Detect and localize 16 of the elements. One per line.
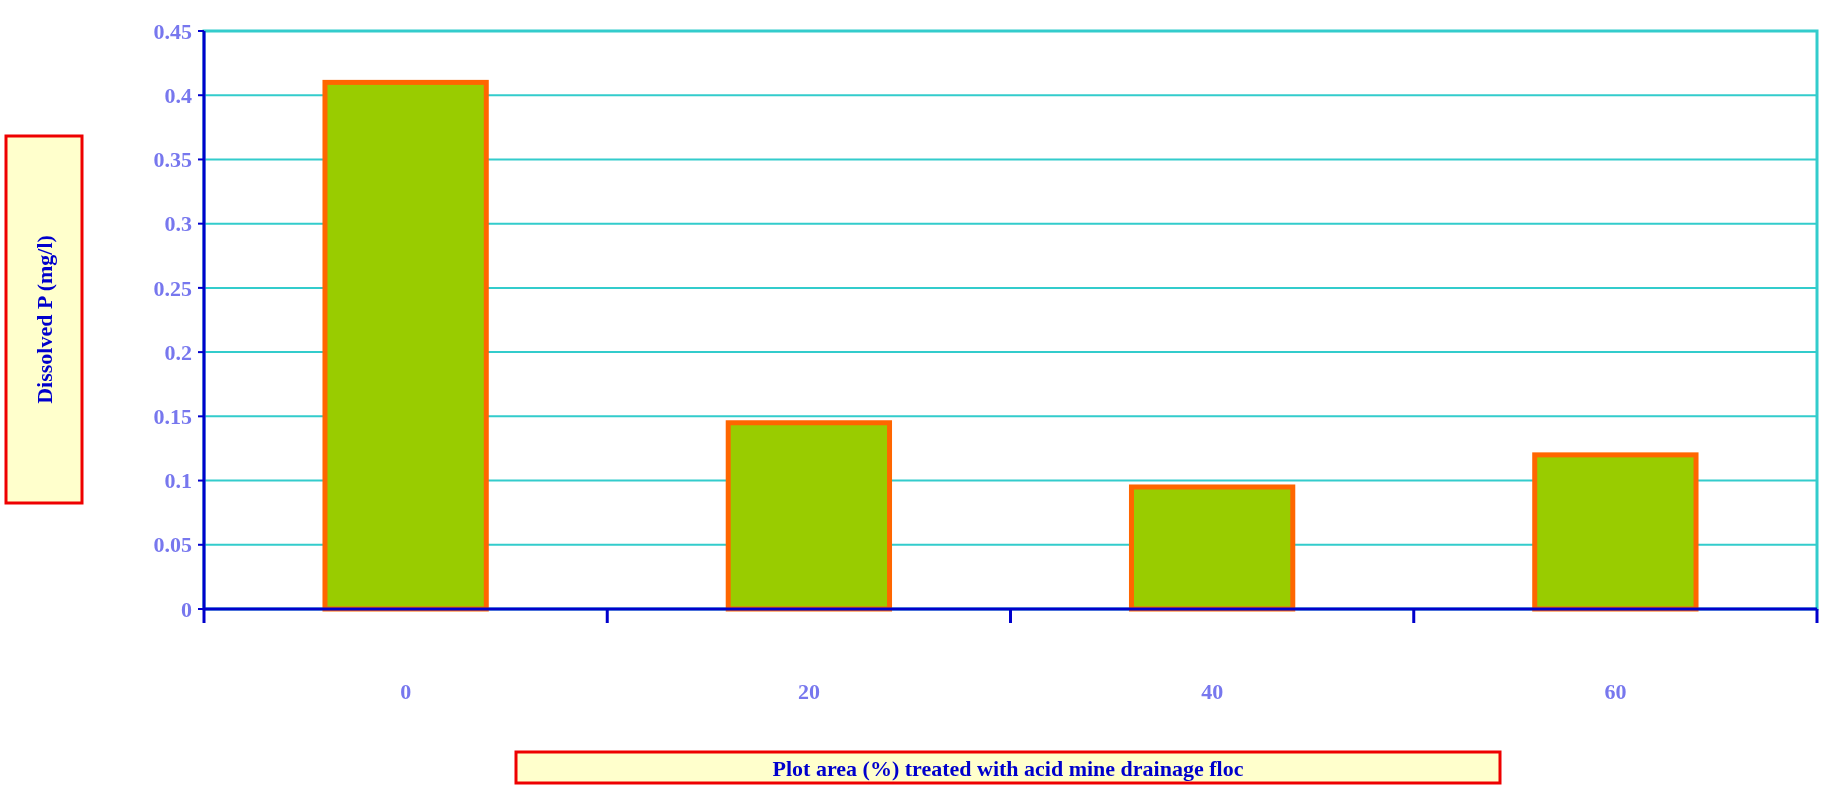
- x-tick-label: 0: [400, 679, 412, 704]
- y-tick-label: 0.4: [164, 82, 192, 108]
- y-tick-label: 0.05: [153, 532, 192, 558]
- y-tick-label: 0.1: [164, 468, 192, 494]
- x-tick-label: 60: [1604, 679, 1627, 704]
- y-tick-label: 0.25: [153, 275, 192, 301]
- x-axis-title: Plot area (%) treated with acid mine drainage floc: [772, 755, 1244, 781]
- y-tick-label: 0.15: [153, 404, 192, 430]
- y-tick-label: 0: [181, 596, 192, 622]
- x-tick-label: 20: [797, 679, 820, 704]
- y-tick-label: 0.3: [164, 211, 192, 237]
- y-tick-label: 0.2: [164, 339, 192, 365]
- y-axis-title: Dissolved P (mg/l): [31, 235, 57, 404]
- y-tick-label: 0.45: [153, 18, 192, 44]
- x-tick-label: 40: [1201, 679, 1224, 704]
- y-tick-label: 0.35: [153, 147, 192, 173]
